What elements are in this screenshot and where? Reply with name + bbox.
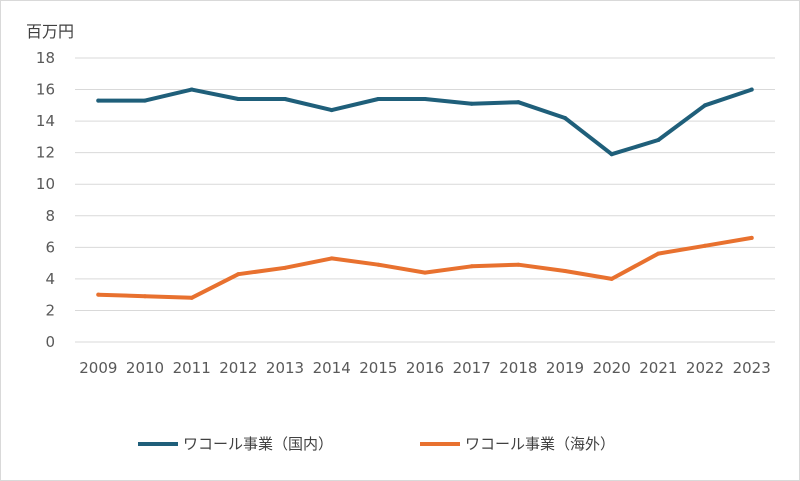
data-point — [189, 295, 194, 300]
data-point — [423, 97, 427, 102]
data-point — [329, 108, 334, 113]
data-point — [703, 103, 707, 108]
y-tick-label: 10 — [36, 175, 55, 193]
x-tick-label: 2023 — [733, 359, 771, 377]
x-tick-label: 2015 — [359, 359, 397, 377]
data-point — [189, 87, 194, 92]
y-tick-label: 14 — [36, 112, 55, 130]
legend-label: ワコール事業（海外） — [465, 435, 615, 453]
data-point — [376, 97, 381, 102]
y-tick-label: 12 — [36, 144, 55, 162]
legend: ワコール事業（国内） ワコール事業（海外） — [138, 435, 615, 453]
x-tick-label: 2019 — [546, 359, 584, 377]
y-tick-label: 18 — [36, 49, 55, 67]
data-point — [563, 115, 567, 120]
data-point — [609, 276, 614, 281]
data-point — [656, 138, 661, 143]
x-tick-label: 2018 — [499, 359, 537, 377]
data-point — [143, 294, 147, 299]
data-point — [749, 87, 754, 92]
data-point — [423, 270, 427, 275]
y-tick-label: 16 — [36, 81, 55, 99]
x-tick-label: 2011 — [173, 359, 211, 377]
series-lines — [96, 87, 754, 300]
legend-label: ワコール事業（国内） — [183, 435, 333, 453]
y-tick-label: 2 — [45, 301, 55, 319]
data-point — [749, 235, 754, 240]
x-tick-label: 2020 — [593, 359, 631, 377]
data-point — [563, 269, 567, 273]
data-point — [516, 100, 521, 105]
y-tick-label: 4 — [45, 270, 55, 288]
y-tick-label: 6 — [45, 238, 55, 256]
data-point — [703, 243, 707, 248]
data-point — [143, 98, 147, 103]
data-point — [656, 251, 661, 256]
data-point — [469, 264, 474, 269]
data-point — [469, 101, 474, 106]
x-tick-label: 2017 — [453, 359, 491, 377]
data-point — [96, 98, 101, 103]
x-tick-label: 2021 — [639, 359, 677, 377]
y-tick-label: 8 — [45, 207, 55, 225]
data-point — [516, 262, 521, 267]
data-point — [96, 292, 101, 297]
x-tick-label: 2009 — [79, 359, 117, 377]
x-tick-label: 2016 — [406, 359, 444, 377]
y-tick-label: 0 — [45, 333, 55, 351]
data-point — [283, 97, 287, 102]
y-axis-ticks: 0 2 4 6 8 10 12 14 16 18 — [36, 49, 55, 351]
x-axis-ticks: 2009 2010 2011 2012 2013 2014 2015 2016 2017 2018… — [79, 359, 771, 377]
data-point — [329, 256, 334, 261]
data-point — [283, 265, 287, 270]
data-point — [236, 97, 241, 102]
data-point — [376, 262, 381, 267]
x-tick-label: 2013 — [266, 359, 304, 377]
data-point — [609, 152, 614, 157]
x-tick-label: 2012 — [219, 359, 257, 377]
x-tick-label: 2010 — [126, 359, 164, 377]
y-axis-unit-label: 百万円 — [26, 22, 74, 41]
x-tick-label: 2022 — [686, 359, 724, 377]
x-tick-label: 2014 — [313, 359, 351, 377]
data-point — [236, 272, 241, 277]
